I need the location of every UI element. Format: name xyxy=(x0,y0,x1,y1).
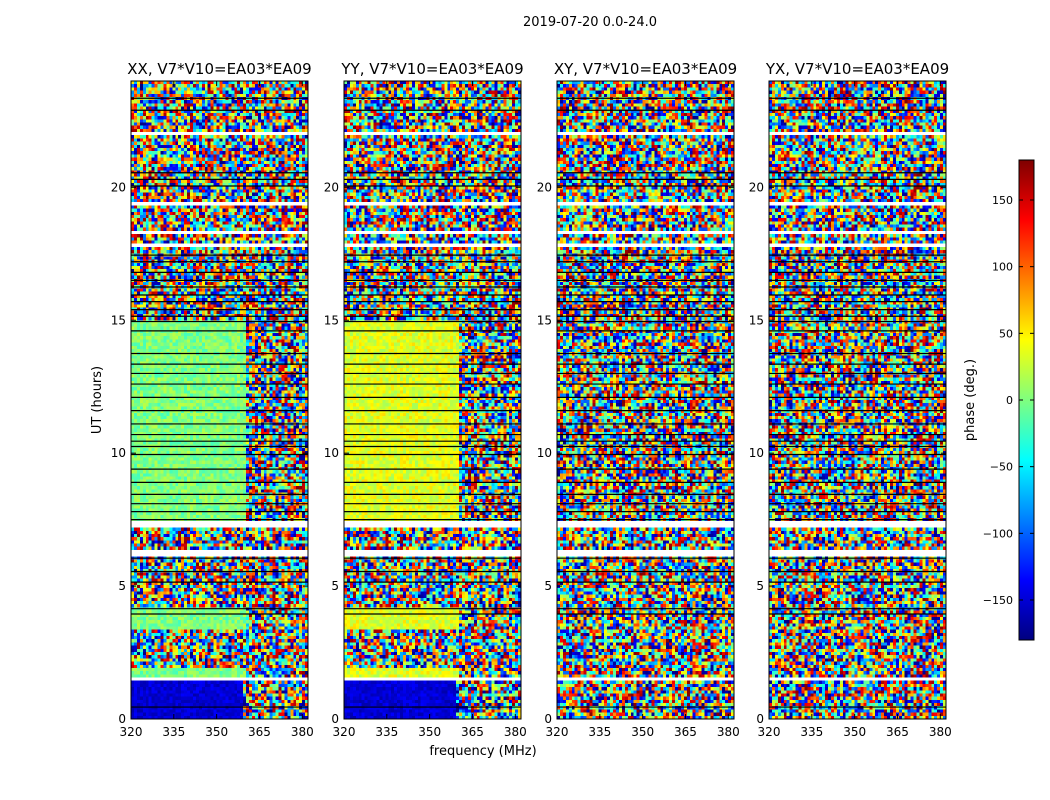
x-tick-label: 380 xyxy=(504,725,527,739)
heatmap-4 xyxy=(769,81,946,719)
panel-frame xyxy=(343,80,522,720)
y-tick-label: 5 xyxy=(756,579,764,593)
colorbar-label: phase (deg.) xyxy=(963,359,978,441)
x-tick-label: 335 xyxy=(800,725,823,739)
panel-frame xyxy=(556,80,735,720)
y-tick-label: 5 xyxy=(544,579,552,593)
y-tick-label: 5 xyxy=(331,579,339,593)
y-tick-label: 20 xyxy=(749,180,764,194)
x-tick-label: 365 xyxy=(886,725,909,739)
panel-2: YY, V7*V10=EA03*EA09 320 335 350 365 380 0 5 10 1… xyxy=(324,60,527,739)
panel-frame xyxy=(768,80,947,720)
colorbar-tick-label: 150 xyxy=(992,194,1013,207)
x-tick-label: 320 xyxy=(333,725,356,739)
y-tick-label: 20 xyxy=(111,180,126,194)
x-tick-label: 350 xyxy=(418,725,441,739)
x-tick-label: 320 xyxy=(546,725,569,739)
y-tick-label: 15 xyxy=(324,313,339,327)
colorbar-tick-label: 100 xyxy=(992,261,1013,274)
heatmap-2 xyxy=(344,81,521,719)
y-tick-label: 0 xyxy=(118,712,126,726)
panel-1: XX, V7*V10=EA03*EA09 320 335 350 365 380 0 5 10 1… xyxy=(111,60,314,739)
x-tick-label: 335 xyxy=(375,725,398,739)
x-tick-label: 320 xyxy=(758,725,781,739)
y-tick-label: 15 xyxy=(111,313,126,327)
heatmap-1 xyxy=(131,81,308,719)
y-tick-label: 10 xyxy=(537,446,552,460)
x-tick-label: 320 xyxy=(120,725,143,739)
colorbar-tick-label: 50 xyxy=(999,327,1013,340)
x-tick-label: 350 xyxy=(631,725,654,739)
x-tick-label: 380 xyxy=(717,725,740,739)
colorbar-tick-label: −100 xyxy=(983,527,1013,540)
colorbar-tick-label: −150 xyxy=(983,594,1013,607)
x-tick-label: 380 xyxy=(291,725,314,739)
x-axis-label: frequency (MHz) xyxy=(429,744,536,759)
panel-4: YX, V7*V10=EA03*EA09 320 335 350 365 380 0 5 10 1… xyxy=(749,60,952,739)
y-tick-label: 0 xyxy=(544,712,552,726)
panel-3: XY, V7*V10=EA03*EA09 320 335 350 365 380 0 5 10 1… xyxy=(537,60,740,739)
x-tick-label: 365 xyxy=(461,725,484,739)
panel-title: YY, V7*V10=EA03*EA09 xyxy=(340,60,523,78)
y-tick-label: 20 xyxy=(537,180,552,194)
y-tick-label: 15 xyxy=(537,313,552,327)
panel-title: XX, V7*V10=EA03*EA09 xyxy=(127,60,311,78)
x-tick-label: 350 xyxy=(843,725,866,739)
panel-title: YX, V7*V10=EA03*EA09 xyxy=(765,60,949,78)
y-tick-label: 10 xyxy=(111,446,126,460)
colorbar: 150 100 50 0 −50 −100 −150 xyxy=(983,159,1035,641)
colorbar-tick-label: 0 xyxy=(1006,394,1013,407)
y-tick-label: 15 xyxy=(749,313,764,327)
figure-suptitle: 2019-07-20 0.0-24.0 xyxy=(523,15,657,30)
y-tick-label: 10 xyxy=(324,446,339,460)
y-tick-label: 5 xyxy=(118,579,126,593)
x-tick-label: 350 xyxy=(205,725,228,739)
x-tick-label: 365 xyxy=(248,725,271,739)
x-tick-label: 380 xyxy=(929,725,952,739)
x-tick-label: 335 xyxy=(588,725,611,739)
y-tick-label: 20 xyxy=(324,180,339,194)
panels: XX, V7*V10=EA03*EA09 320 335 350 365 380 0 5 10 1… xyxy=(111,60,952,739)
x-tick-label: 335 xyxy=(162,725,185,739)
heatmap-3 xyxy=(557,81,734,719)
y-axis-label: UT (hours) xyxy=(90,366,105,434)
y-tick-label: 0 xyxy=(331,712,339,726)
colorbar-tick-label: −50 xyxy=(990,461,1013,474)
y-tick-label: 10 xyxy=(749,446,764,460)
x-tick-label: 365 xyxy=(674,725,697,739)
panel-frame xyxy=(130,80,309,720)
panel-title: XY, V7*V10=EA03*EA09 xyxy=(554,60,737,78)
y-tick-label: 0 xyxy=(756,712,764,726)
